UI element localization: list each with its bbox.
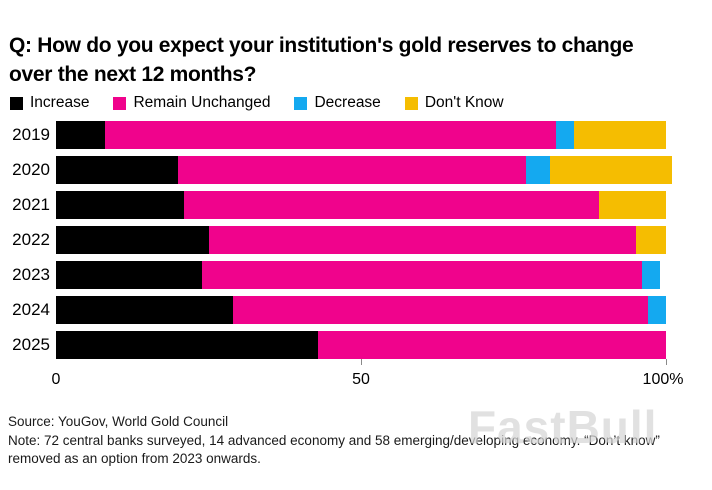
chart-title-line2: over the next 12 months? [9, 63, 257, 86]
bar-row-2024: 2024 [0, 296, 712, 324]
legend: Increase Remain Unchanged Decrease Don't Kn… [10, 94, 504, 112]
x-axis-tick-100 [666, 359, 667, 365]
note-text: Note: 72 central banks surveyed, 14 adva… [8, 433, 660, 466]
legend-swatch-icon [404, 96, 418, 110]
bar-track [56, 331, 666, 359]
x-axis-label-50: 50 [352, 371, 370, 388]
bar-segment-decrease [556, 121, 575, 149]
legend-label: Increase [30, 94, 90, 111]
bar-track [56, 296, 666, 324]
legend-label: Don't Know [424, 94, 504, 111]
bar-segment-don-t-know [574, 121, 666, 149]
x-axis-label-0: 0 [51, 371, 61, 388]
year-label: 2019 [12, 125, 50, 144]
bar-row-2023: 2023 [0, 261, 712, 289]
year-label: 2025 [12, 335, 50, 354]
legend-swatch-icon [113, 96, 127, 110]
bar-track [56, 156, 673, 184]
year-label: 2023 [12, 265, 50, 284]
bar-segment-increase [56, 296, 233, 324]
bar-row-2019: 2019 [0, 121, 712, 149]
bar-segment-don-t-know [598, 191, 666, 219]
bar-segment-remain-unchanged [208, 226, 636, 254]
x-axis: 0 50 100% [52, 359, 683, 393]
bar-row-2025: 2025 [0, 331, 712, 359]
bar-track [56, 191, 666, 219]
bar-track [56, 261, 660, 289]
bar-segment-decrease [525, 156, 551, 184]
bar-segment-remain-unchanged [318, 331, 666, 359]
bar-row-2021: 2021 [0, 191, 712, 219]
bar-segment-remain-unchanged [178, 156, 526, 184]
legend-item: Decrease [294, 94, 381, 112]
x-axis-tick-50 [361, 359, 362, 365]
bar-track [56, 121, 666, 149]
bar-segment-increase [56, 331, 319, 359]
bar-segment-remain-unchanged [184, 191, 599, 219]
legend-label: Decrease [314, 94, 381, 111]
chart-title: Q: How do you expect your institution's … [9, 31, 709, 89]
year-label: 2020 [12, 160, 50, 179]
bar-track [56, 226, 666, 254]
bar-row-2020: 2020 [0, 156, 712, 184]
legend-swatch-icon [294, 96, 308, 110]
bar-segment-increase [56, 191, 185, 219]
plot-area: 2019 2020 2021 2022 2023 2024 2025 [0, 121, 712, 366]
legend-item: Increase [10, 94, 89, 112]
bar-segment-increase [56, 156, 178, 184]
footer: Source: YouGov, World Gold Council Note:… [8, 413, 708, 468]
bar-segment-remain-unchanged [232, 296, 648, 324]
legend-label: Remain Unchanged [133, 94, 271, 111]
x-axis-label-100: 100% [642, 371, 684, 388]
legend-swatch-icon [10, 96, 23, 110]
bar-segment-don-t-know [635, 226, 666, 254]
bar-segment-remain-unchanged [202, 261, 642, 289]
source-text: Source: YouGov, World Gold Council [8, 414, 229, 429]
year-label: 2021 [12, 195, 50, 214]
legend-item: Remain Unchanged [113, 94, 270, 112]
bar-segment-don-t-know [550, 156, 673, 184]
chart-title-line1: Q: How do you expect your institution's … [9, 34, 634, 57]
legend-item: Don't Know [404, 94, 504, 112]
bar-row-2022: 2022 [0, 226, 712, 254]
bar-segment-decrease [647, 296, 666, 324]
year-label: 2022 [12, 230, 50, 249]
bar-segment-increase [56, 226, 209, 254]
year-label: 2024 [12, 300, 50, 319]
bar-segment-increase [56, 261, 203, 289]
bar-segment-decrease [641, 261, 660, 289]
bar-segment-increase [56, 121, 105, 149]
bar-segment-remain-unchanged [104, 121, 557, 149]
